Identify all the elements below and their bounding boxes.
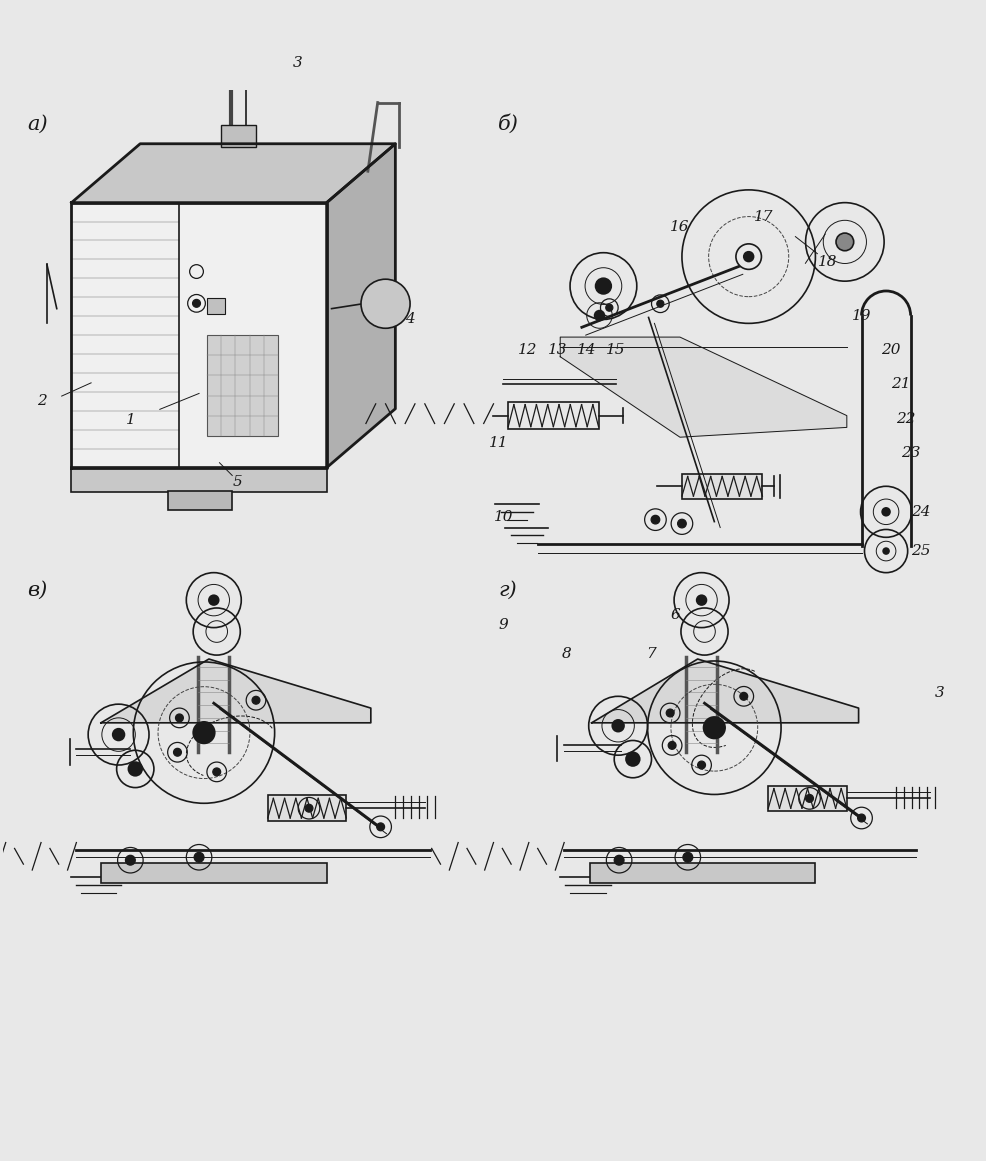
Circle shape bbox=[305, 805, 313, 813]
Circle shape bbox=[703, 717, 725, 738]
Bar bbox=[267, 795, 346, 821]
Circle shape bbox=[682, 852, 692, 863]
Circle shape bbox=[361, 279, 409, 329]
Circle shape bbox=[595, 279, 610, 294]
Circle shape bbox=[696, 596, 706, 605]
Text: 22: 22 bbox=[895, 411, 915, 426]
Polygon shape bbox=[560, 337, 846, 438]
Text: 15: 15 bbox=[605, 342, 625, 356]
Circle shape bbox=[677, 519, 685, 528]
Text: а): а) bbox=[28, 115, 48, 134]
Circle shape bbox=[135, 41, 161, 66]
Text: 3: 3 bbox=[934, 686, 944, 700]
Bar bbox=[169, 491, 232, 510]
Circle shape bbox=[174, 749, 181, 756]
Circle shape bbox=[128, 762, 142, 776]
Bar bbox=[206, 298, 225, 313]
Text: 19: 19 bbox=[851, 309, 871, 323]
Text: 12: 12 bbox=[518, 342, 537, 356]
Text: в): в) bbox=[28, 580, 47, 600]
Text: 18: 18 bbox=[816, 254, 836, 268]
Text: 9: 9 bbox=[498, 618, 508, 632]
Polygon shape bbox=[326, 144, 395, 468]
Circle shape bbox=[377, 823, 385, 831]
Circle shape bbox=[192, 300, 200, 308]
Text: 11: 11 bbox=[488, 437, 508, 450]
Circle shape bbox=[594, 311, 603, 320]
Circle shape bbox=[668, 742, 675, 749]
Text: г): г) bbox=[498, 580, 517, 600]
Circle shape bbox=[805, 794, 812, 802]
Bar bbox=[681, 474, 761, 499]
Bar bbox=[221, 125, 256, 146]
Text: 25: 25 bbox=[910, 545, 929, 558]
Text: 17: 17 bbox=[753, 210, 772, 224]
Bar bbox=[71, 467, 326, 492]
Bar bbox=[589, 863, 814, 882]
Text: 21: 21 bbox=[890, 377, 910, 391]
Text: 6: 6 bbox=[669, 608, 679, 622]
Circle shape bbox=[213, 767, 221, 776]
Circle shape bbox=[251, 697, 259, 705]
Text: 7: 7 bbox=[645, 647, 655, 661]
Circle shape bbox=[697, 762, 705, 769]
Text: 13: 13 bbox=[547, 342, 567, 356]
Circle shape bbox=[625, 752, 639, 766]
Circle shape bbox=[656, 301, 664, 308]
Circle shape bbox=[193, 722, 215, 743]
Polygon shape bbox=[591, 659, 858, 723]
Circle shape bbox=[176, 714, 183, 722]
Bar bbox=[206, 336, 278, 435]
Circle shape bbox=[194, 852, 204, 863]
Circle shape bbox=[651, 515, 659, 524]
Circle shape bbox=[209, 596, 219, 605]
Circle shape bbox=[613, 856, 623, 865]
Circle shape bbox=[882, 548, 888, 554]
Circle shape bbox=[605, 304, 612, 311]
Polygon shape bbox=[101, 659, 371, 723]
Polygon shape bbox=[71, 144, 395, 203]
Circle shape bbox=[881, 507, 889, 515]
Circle shape bbox=[666, 709, 673, 717]
Bar bbox=[101, 863, 326, 882]
Polygon shape bbox=[71, 203, 326, 468]
Text: 23: 23 bbox=[900, 446, 919, 460]
Circle shape bbox=[835, 233, 853, 251]
Circle shape bbox=[316, 41, 341, 66]
Circle shape bbox=[743, 252, 753, 261]
Text: 3: 3 bbox=[292, 56, 302, 71]
Text: 16: 16 bbox=[669, 221, 689, 235]
Text: 8: 8 bbox=[562, 647, 572, 661]
Circle shape bbox=[112, 729, 124, 741]
Circle shape bbox=[125, 856, 135, 865]
Circle shape bbox=[611, 720, 623, 731]
Text: б): б) bbox=[498, 114, 519, 134]
Text: 5: 5 bbox=[233, 475, 242, 489]
Text: 24: 24 bbox=[910, 505, 929, 519]
Circle shape bbox=[857, 814, 865, 822]
Text: 4: 4 bbox=[405, 312, 414, 326]
Circle shape bbox=[740, 692, 747, 700]
Text: 2: 2 bbox=[37, 395, 47, 409]
Bar bbox=[508, 402, 598, 430]
Text: 1: 1 bbox=[125, 413, 135, 427]
Bar bbox=[767, 786, 846, 812]
Text: 20: 20 bbox=[880, 342, 900, 356]
Text: 14: 14 bbox=[577, 342, 596, 356]
Text: 10: 10 bbox=[493, 510, 513, 524]
